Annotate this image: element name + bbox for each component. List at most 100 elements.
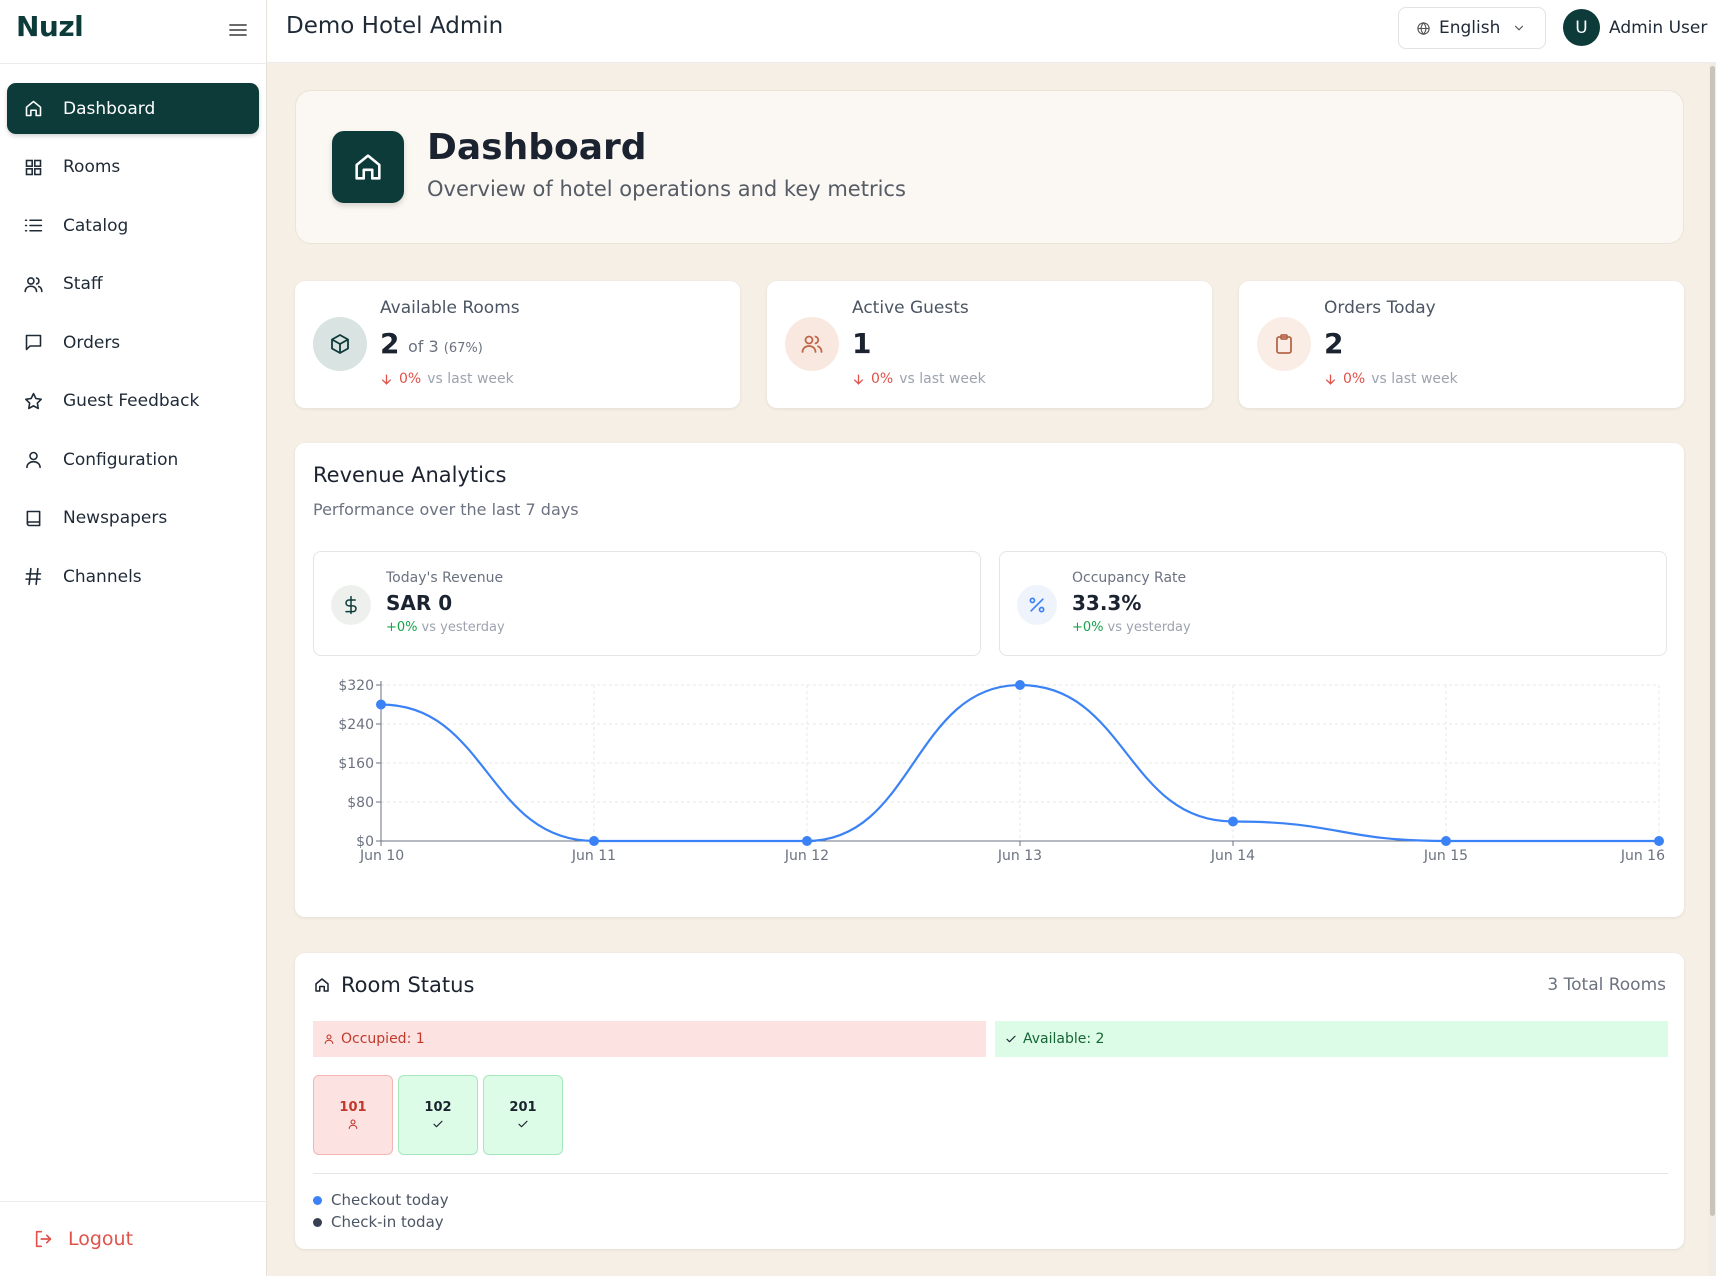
room-status-header: Room Status xyxy=(313,973,474,997)
sidebar-item-label: Orders xyxy=(63,332,121,353)
box-icon xyxy=(313,317,367,371)
room-status-card: Room Status 3 Total Rooms Occupied: 1 Av… xyxy=(295,953,1684,1249)
stat-card-orders-today: Orders Today 2 0% vs last week xyxy=(1239,281,1684,408)
sidebar-item-channels[interactable]: Channels xyxy=(7,551,259,602)
stat-extra-pct: (67%) xyxy=(443,341,483,356)
home-icon xyxy=(22,98,44,120)
x-tick-label: Jun 15 xyxy=(1423,848,1468,864)
users-icon xyxy=(785,317,839,371)
star-icon xyxy=(22,390,44,412)
home-icon xyxy=(332,131,404,203)
sidebar-item-catalog[interactable]: Catalog xyxy=(7,200,259,251)
sidebar-item-newspapers[interactable]: Newspapers xyxy=(7,493,259,544)
sidebar-divider xyxy=(0,63,267,64)
legend-item-checkin: Check-in today xyxy=(313,1213,444,1231)
room-tile-101[interactable]: 101 xyxy=(313,1075,393,1155)
x-tick-label: Jun 11 xyxy=(571,848,616,864)
legend-dot xyxy=(313,1195,322,1205)
x-tick-label: Jun 13 xyxy=(997,848,1042,864)
y-tick-label: $240 xyxy=(338,717,374,733)
room-tile-102[interactable]: 102 xyxy=(398,1075,478,1155)
stat-trend-pct: 0% xyxy=(871,371,894,387)
metric-value: SAR 0 xyxy=(386,591,453,615)
stat-trend-text: vs last week xyxy=(427,371,514,387)
sidebar-item-configuration[interactable]: Configuration xyxy=(7,434,259,485)
x-tick-label: Jun 14 xyxy=(1210,848,1255,864)
stat-extra-text: of 3 xyxy=(408,337,439,356)
stat-value: 1 xyxy=(852,327,872,360)
user-icon xyxy=(324,1034,334,1045)
sidebar-item-guest-feedback[interactable]: Guest Feedback xyxy=(7,376,259,427)
stat-label: Available Rooms xyxy=(380,298,520,318)
menu-toggle-icon[interactable] xyxy=(226,18,250,42)
divider xyxy=(313,1173,1668,1174)
revenue-series-line xyxy=(380,683,1659,843)
legend-label: Checkout today xyxy=(331,1191,449,1209)
language-value: English xyxy=(1439,18,1501,38)
y-tick-label: $320 xyxy=(338,678,374,694)
stat-trend-pct: 0% xyxy=(1343,371,1366,387)
stat-extra: of 3 (67%) xyxy=(408,337,483,356)
sidebar-item-label: Catalog xyxy=(63,215,129,236)
sidebar-divider xyxy=(0,1201,267,1202)
y-tick-label: $160 xyxy=(338,756,374,772)
hash-icon xyxy=(22,566,44,588)
user-menu[interactable]: U Admin User xyxy=(1563,9,1707,46)
list-icon xyxy=(22,215,44,237)
metric-trend-pct: +0% xyxy=(386,620,418,635)
brand-logo[interactable]: Nuzl xyxy=(16,10,84,43)
user-name: Admin User xyxy=(1609,17,1708,38)
metric-label: Occupancy Rate xyxy=(1072,570,1187,586)
sidebar-item-label: Newspapers xyxy=(63,508,168,528)
room-number: 201 xyxy=(509,1100,537,1115)
data-point xyxy=(1228,816,1238,827)
topbar: Demo Hotel Admin English U Admin User xyxy=(267,0,1716,63)
arrow-down-icon xyxy=(1326,374,1335,385)
available-count: Available: 2 xyxy=(1023,1031,1105,1047)
user-icon xyxy=(348,1119,358,1130)
language-select[interactable]: English xyxy=(1398,7,1546,49)
stat-card-active-guests: Active Guests 1 0% vs last week xyxy=(767,281,1212,408)
stat-trend-text: vs last week xyxy=(1371,371,1458,387)
grid-icon xyxy=(22,156,44,178)
sidebar-item-label: Guest Feedback xyxy=(63,391,200,411)
x-tick-label: Jun 16 xyxy=(1620,848,1665,864)
percent-icon xyxy=(1017,585,1057,625)
sidebar-item-rooms[interactable]: Rooms xyxy=(7,142,259,193)
check-icon xyxy=(518,1120,528,1128)
legend-dot xyxy=(313,1217,322,1227)
sidebar-item-dashboard[interactable]: Dashboard xyxy=(7,83,259,134)
arrow-down-icon xyxy=(382,374,391,385)
total-rooms-count: 3 Total Rooms xyxy=(1547,975,1666,995)
stat-label: Active Guests xyxy=(852,298,969,318)
stat-trend-pct: 0% xyxy=(399,371,422,387)
hero-subtitle: Overview of hotel operations and key met… xyxy=(427,177,906,201)
data-point xyxy=(802,836,812,846)
room-tile-201[interactable]: 201 xyxy=(483,1075,563,1155)
sidebar-item-orders[interactable]: Orders xyxy=(7,317,259,368)
check-icon xyxy=(1006,1035,1016,1043)
section-title: Revenue Analytics xyxy=(313,463,507,487)
metric-trend-text: vs yesterday xyxy=(1107,620,1191,635)
check-icon xyxy=(433,1120,443,1128)
occupied-count: Occupied: 1 xyxy=(341,1031,425,1047)
sidebar-nav: Dashboard Rooms Catalog Staff Orders Gue… xyxy=(7,83,259,610)
data-point xyxy=(1441,836,1451,846)
hero-title: Dashboard xyxy=(427,127,647,168)
sidebar-item-label: Configuration xyxy=(63,449,179,470)
stat-trend-text: vs last week xyxy=(899,371,986,387)
x-tick-label: Jun 10 xyxy=(359,848,404,864)
data-point xyxy=(1015,680,1025,690)
logout-button[interactable]: Logout xyxy=(33,1228,133,1250)
available-status-bar: Available: 2 xyxy=(995,1021,1668,1057)
scrollbar-thumb[interactable] xyxy=(1710,66,1715,1216)
metric-trend: +0% vs yesterday xyxy=(386,620,505,635)
page-title: Demo Hotel Admin xyxy=(286,13,504,39)
y-tick-label: $80 xyxy=(347,795,374,811)
occupancy-rate-card: Occupancy Rate 33.3% +0% vs yesterday xyxy=(999,551,1667,656)
logout-icon xyxy=(35,1230,52,1248)
book-icon xyxy=(22,507,44,529)
user-icon xyxy=(22,449,44,471)
sidebar-item-staff[interactable]: Staff xyxy=(7,259,259,310)
data-point xyxy=(376,699,386,710)
